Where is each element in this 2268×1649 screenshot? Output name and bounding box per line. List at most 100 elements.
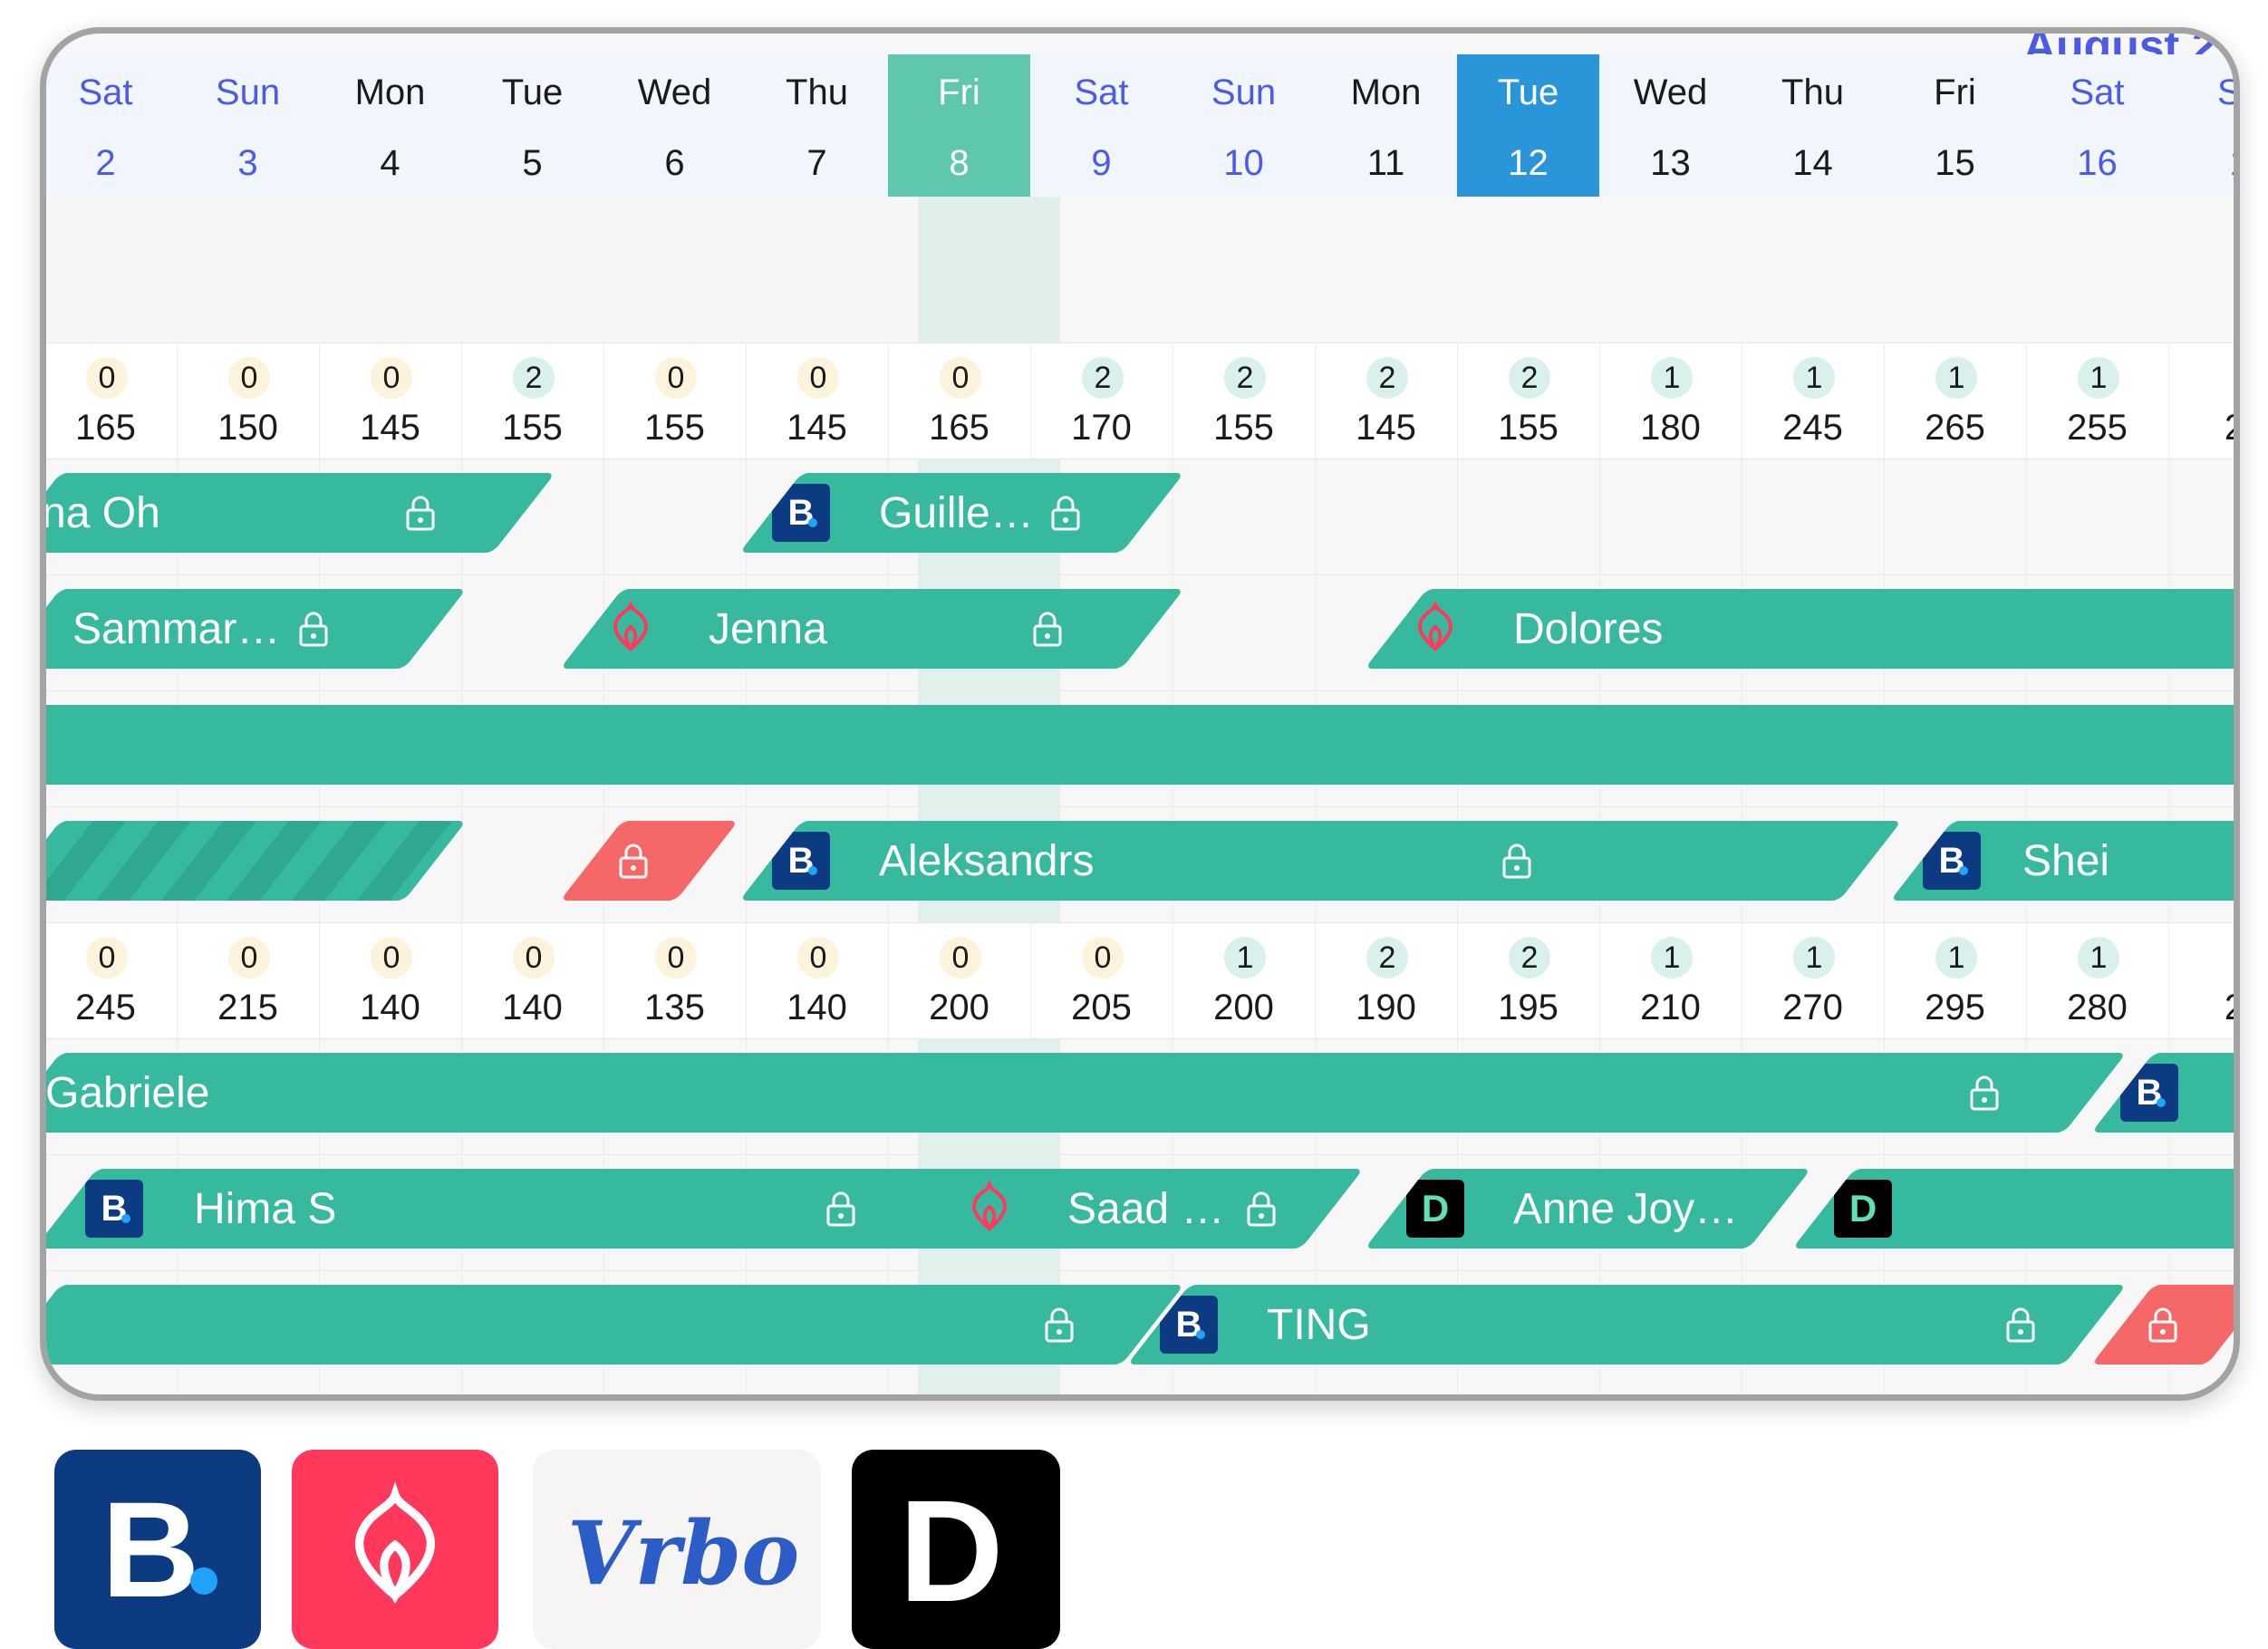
availability-badge: 2 [1366, 357, 1408, 399]
booking-bar-dolores[interactable]: Dolores [1365, 589, 2234, 669]
day-header-cell[interactable]: Mon 4 [319, 54, 461, 197]
price-cell[interactable]: 2 195 [1457, 922, 1599, 1038]
availability-badge: 2 [1509, 357, 1550, 399]
day-of-week: Sun [215, 72, 281, 112]
booking-bar-guille[interactable]: B Guille… [739, 473, 1184, 553]
price-cell[interactable]: 0 165 [888, 342, 1030, 458]
nightly-price: 280 [2067, 988, 2128, 1027]
day-number: 1 [2168, 138, 2234, 188]
price-cell[interactable]: 0 140 [319, 922, 461, 1038]
price-cell[interactable]: 2 155 [1457, 342, 1599, 458]
lock-icon [826, 1191, 855, 1227]
day-header-cell[interactable]: Fri 8 [888, 54, 1030, 197]
availability-badge: 0 [513, 937, 555, 979]
day-number: 2 [95, 143, 116, 183]
nightly-price: 205 [1071, 988, 1132, 1027]
price-cell[interactable]: 1 210 [1599, 922, 1742, 1038]
price-cell[interactable]: 1 280 [2026, 922, 2168, 1038]
booking-bar-aleksandrs[interactable]: B Aleksandrs [739, 821, 1902, 901]
price-cell[interactable]: 0 145 [746, 342, 888, 458]
price-cell[interactable]: 1 270 [1742, 922, 1884, 1038]
booking-bar-saad[interactable]: Saad … [919, 1169, 1364, 1249]
availability-badge: 1 [1935, 357, 1977, 399]
price-cell[interactable]: 0 150 [177, 342, 319, 458]
price-cell[interactable]: 1 265 [1884, 342, 2026, 458]
price-cell[interactable]: 2 145 [1315, 342, 1457, 458]
day-header-cell[interactable]: Sat 2 [46, 54, 177, 197]
price-cell[interactable]: 0 140 [461, 922, 603, 1038]
nightly-price: 190 [1356, 988, 1416, 1027]
price-cell[interactable]: 0 140 [746, 922, 888, 1038]
price-cell[interactable]: 1 295 [1884, 922, 2026, 1038]
price-cell[interactable]: 0 165 [46, 342, 177, 458]
booking-bar-striped[interactable] [46, 821, 467, 901]
day-header-cell[interactable]: Thu 14 [1742, 54, 1884, 197]
price-cell[interactable]: 0 245 [46, 922, 177, 1038]
day-header-cell[interactable]: Tue 5 [461, 54, 603, 197]
lock-icon [1033, 612, 1062, 647]
day-header-cell[interactable]: Sun 10 [1173, 54, 1315, 197]
guest-name: na Oh [42, 488, 160, 537]
price-cell[interactable]: 2 155 [461, 342, 603, 458]
price-cell[interactable]: 0 215 [177, 922, 319, 1038]
nightly-price: 170 [1071, 408, 1132, 448]
day-header-cell[interactable]: Sat 16 [2026, 54, 2168, 197]
blocked-bar[interactable] [560, 821, 738, 901]
price-cell[interactable]: 1 200 [1173, 922, 1315, 1038]
price-cell[interactable]: 2: [2168, 922, 2234, 1038]
lock-icon [1045, 1307, 1074, 1343]
nightly-price: 155 [502, 408, 563, 448]
day-number: 6 [664, 143, 685, 183]
booking-bar-full[interactable] [46, 705, 2234, 785]
booking-bar-row7[interactable] [46, 1285, 1184, 1365]
booking-bar-na-oh[interactable]: na Oh [42, 473, 555, 553]
day-header-cell[interactable]: Su 1 [2168, 54, 2234, 197]
price-cell[interactable]: 2 170 [1030, 342, 1173, 458]
booking-row-5 [46, 1038, 2234, 1155]
nightly-price: 145 [787, 408, 847, 448]
booking-bar-shei[interactable]: B Shei [1890, 821, 2234, 901]
price-cell[interactable]: 1 180 [1599, 342, 1742, 458]
nightly-price: 215 [217, 988, 278, 1027]
price-cell[interactable]: 0 205 [1030, 922, 1173, 1038]
direct-logo-letter: D [899, 1470, 1004, 1632]
booking-bar-ting[interactable]: B TING [1127, 1285, 2127, 1365]
direct-booking-icon: D [1834, 1180, 1892, 1238]
day-of-week: Sat [2070, 72, 2125, 112]
price-cell[interactable]: 2 155 [1173, 342, 1315, 458]
day-header-cell[interactable]: Tue 12 [1457, 54, 1599, 197]
day-header-cell[interactable]: Thu 7 [746, 54, 888, 197]
day-header-cell[interactable]: Fri 15 [1884, 54, 2026, 197]
day-of-week: Sat [1074, 72, 1129, 112]
availability-badge: 0 [797, 937, 839, 979]
day-number: 5 [522, 143, 543, 183]
price-cell[interactable]: 0 200 [888, 922, 1030, 1038]
lock-icon [299, 612, 328, 647]
day-header-cell[interactable]: Wed 6 [603, 54, 746, 197]
booking-bar-anne[interactable]: D Anne Joy… [1365, 1169, 1811, 1249]
price-cell[interactable]: 1 255 [2026, 342, 2168, 458]
grid-column-line [1884, 342, 1885, 1394]
availability-badge: 1 [1651, 937, 1693, 979]
availability-badge: 0 [228, 357, 270, 399]
booking-bar-direct-next[interactable]: D [1792, 1169, 2234, 1249]
price-cell[interactable]: 0 155 [603, 342, 746, 458]
price-cell[interactable]: 0 145 [319, 342, 461, 458]
booking-row-1 [46, 458, 2234, 575]
day-header-cell[interactable]: Mon 11 [1315, 54, 1457, 197]
day-header-cell[interactable]: Sun 3 [177, 54, 319, 197]
availability-badge: 2 [513, 357, 555, 399]
price-cell[interactable]: 2: [2168, 342, 2234, 458]
booking-bar-jenna[interactable]: Jenna [560, 589, 1184, 669]
price-cell[interactable]: 2 190 [1315, 922, 1457, 1038]
price-cell[interactable]: 1 245 [1742, 342, 1884, 458]
booking-bar-hima[interactable]: B Hima S [46, 1169, 1012, 1249]
booking-bar-gabriele[interactable]: Gabriele [46, 1053, 2127, 1133]
guest-name: Guille… [879, 488, 1034, 537]
day-header-cell[interactable]: Sat 9 [1030, 54, 1173, 197]
blocked-bar[interactable] [2091, 1285, 2234, 1365]
day-header-cell[interactable]: Wed 13 [1599, 54, 1742, 197]
price-cell[interactable]: 0 135 [603, 922, 746, 1038]
booking-bar-sammar[interactable]: Sammar… [46, 589, 467, 669]
booking-com-logo: B [54, 1450, 261, 1649]
